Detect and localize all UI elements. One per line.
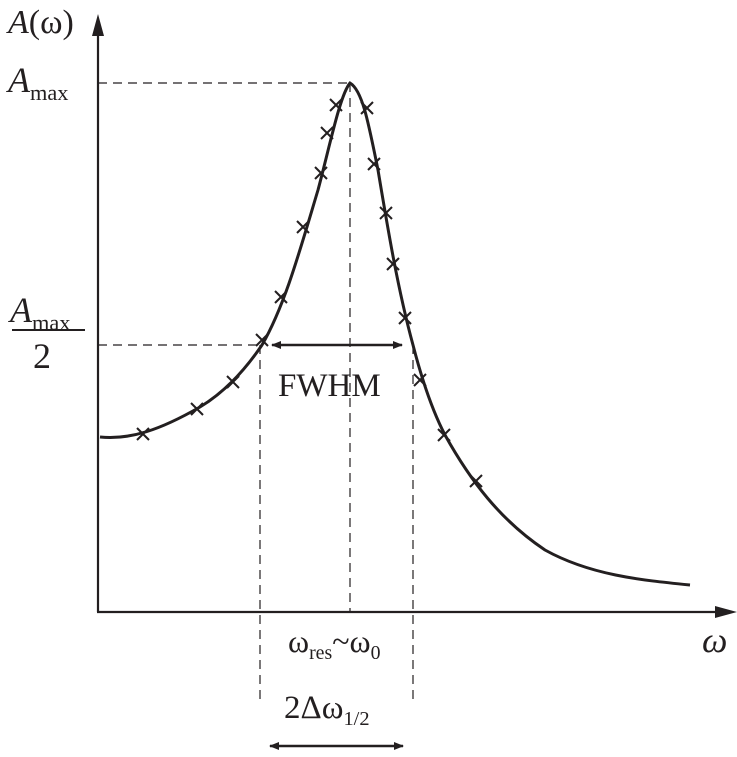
a-max-base: A — [8, 60, 30, 100]
data-marker — [320, 126, 334, 140]
y-axis-symbol: A — [8, 4, 29, 41]
data-marker — [226, 375, 240, 389]
y-axis-arrowhead — [92, 14, 104, 36]
half-max-num-base: A — [10, 290, 32, 330]
data-marker — [190, 402, 204, 416]
omega-zero-subscript: 0 — [370, 641, 381, 664]
data-marker — [469, 474, 483, 488]
y-axis-label: A(ω) — [8, 6, 74, 40]
a-max-label: Amax — [8, 60, 68, 103]
data-marker — [379, 206, 393, 220]
data-marker — [314, 166, 328, 180]
resonance-label: ωres~ω0 — [288, 623, 380, 663]
omega-res: ω — [288, 623, 310, 659]
width-label-main: 2Δω — [284, 690, 344, 726]
data-marker — [136, 427, 150, 441]
data-marker — [296, 220, 310, 234]
half-max-num-subscript: max — [32, 309, 71, 335]
approx-tilde: ~ — [332, 623, 350, 659]
data-marker — [274, 290, 288, 304]
data-marker — [255, 333, 269, 347]
x-axis-label: ω — [702, 620, 728, 660]
fwhm-label: FWHM — [278, 368, 381, 404]
data-marker — [386, 257, 400, 271]
x-axis-arrowhead — [715, 606, 737, 618]
omega-res-subscript: res — [309, 641, 333, 664]
half-max-denominator: 2 — [33, 336, 51, 376]
data-marker — [413, 373, 427, 387]
width-label-subscript: 1/2 — [343, 708, 370, 731]
data-marker — [360, 101, 374, 115]
omega-zero: ω — [349, 623, 371, 659]
a-max-subscript: max — [30, 79, 69, 105]
data-marker — [367, 157, 381, 171]
y-axis-argument: (ω) — [28, 4, 74, 41]
data-marker — [398, 311, 412, 325]
data-marker — [437, 428, 451, 442]
resonance-curve — [99, 81, 691, 587]
half-max-numerator: Amax — [10, 290, 70, 333]
width-label: 2Δω1/2 — [284, 690, 370, 730]
data-markers — [136, 98, 483, 488]
data-marker — [329, 98, 343, 112]
